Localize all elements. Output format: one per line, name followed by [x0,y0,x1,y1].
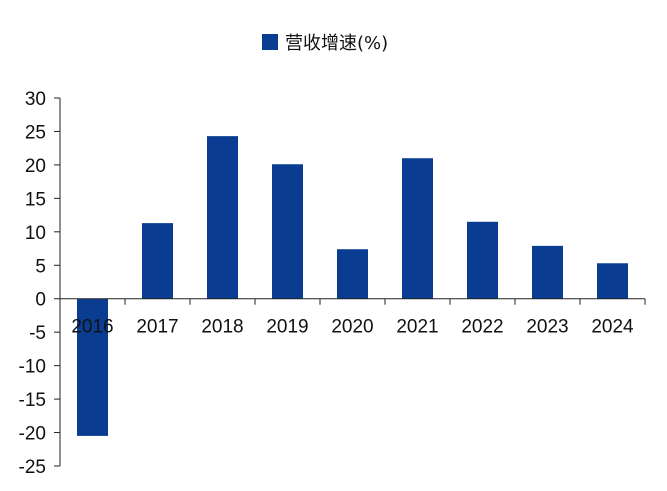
y-tick-label: 15 [25,189,46,210]
y-tick-label: -20 [19,424,46,445]
legend-label: 营收增速(%) [285,33,388,54]
y-tick-label: 25 [25,122,46,143]
x-tick-label: 2018 [201,317,243,338]
bar-2016 [77,298,108,436]
bar-2019 [272,164,303,299]
bar-2022 [467,221,498,299]
bars [77,136,628,436]
y-tick-label: -5 [29,323,46,344]
bar-2020 [337,249,368,299]
x-tick-label: 2021 [396,317,438,338]
x-tick-label: 2016 [71,317,113,338]
bar-2023 [532,245,563,299]
x-tick-label: 2017 [136,317,178,338]
y-tick-label: 0 [35,290,46,311]
y-tick-label: -10 [19,357,46,378]
y-tick-label: 30 [25,89,46,110]
x-tick-label: 2022 [461,317,503,338]
y-tick-label: 20 [25,156,46,177]
x-axis: 2016 2017 2018 2019 2020 2021 2022 2023 2024 [59,298,646,338]
x-tick-label: 2024 [591,317,634,338]
y-tick-label: 5 [35,256,46,277]
legend: 营收增速(%) [262,33,388,54]
y-tick-label: -15 [19,390,46,411]
x-tick-label: 2019 [266,317,308,338]
x-tick-label: 2023 [526,317,568,338]
y-tick-label: -25 [19,457,46,478]
x-tick-label: 2020 [331,317,373,338]
bar-2017 [142,223,173,299]
bar-2021 [402,158,433,299]
bar-2024 [597,263,628,299]
y-tick-label: 10 [25,223,46,244]
legend-swatch [262,34,278,50]
bar-2018 [207,136,238,299]
y-axis: 30 25 20 15 10 5 0 -5 -10 -15 -20 -25 [19,89,61,478]
